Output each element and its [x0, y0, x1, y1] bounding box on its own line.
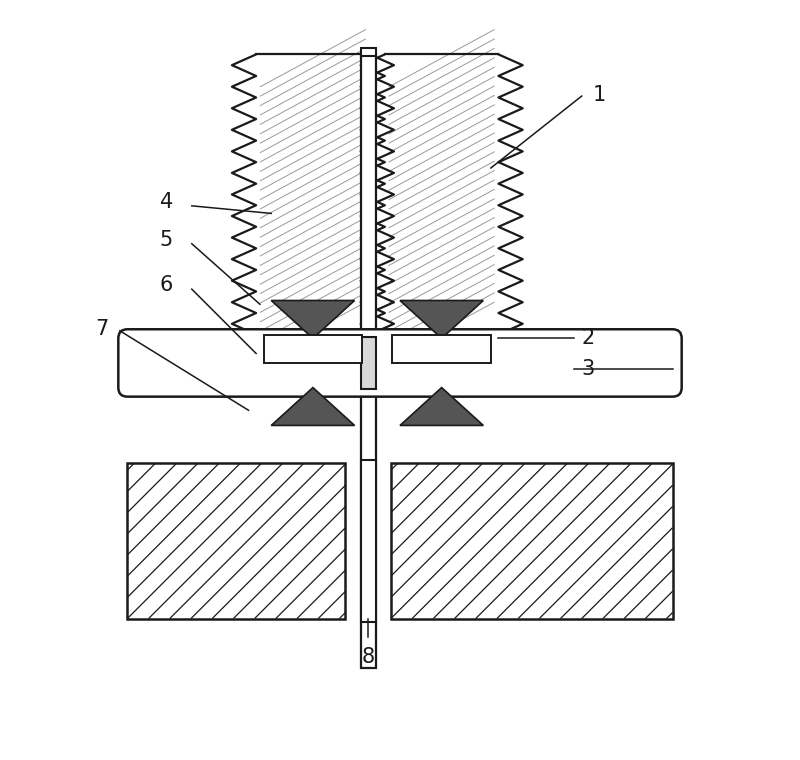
Text: 7: 7: [95, 318, 109, 338]
Text: 3: 3: [582, 359, 595, 378]
FancyBboxPatch shape: [118, 329, 682, 397]
Bar: [361, 55, 376, 668]
Bar: [393, 334, 491, 363]
Polygon shape: [271, 388, 354, 426]
Text: 4: 4: [159, 192, 173, 212]
Bar: [361, 337, 376, 389]
Bar: [264, 334, 362, 363]
Polygon shape: [400, 300, 483, 338]
Bar: [393, 334, 491, 363]
Text: 5: 5: [159, 230, 173, 250]
Bar: [361, 49, 376, 56]
Polygon shape: [400, 388, 483, 426]
Text: 6: 6: [159, 275, 173, 296]
Bar: [391, 464, 673, 619]
Bar: [361, 460, 376, 622]
Bar: [385, 55, 498, 334]
Bar: [256, 55, 370, 334]
Bar: [264, 334, 362, 363]
Bar: [127, 464, 346, 619]
Text: 8: 8: [362, 647, 374, 667]
Text: 1: 1: [593, 84, 606, 105]
Polygon shape: [271, 300, 354, 338]
Text: 2: 2: [582, 328, 595, 348]
